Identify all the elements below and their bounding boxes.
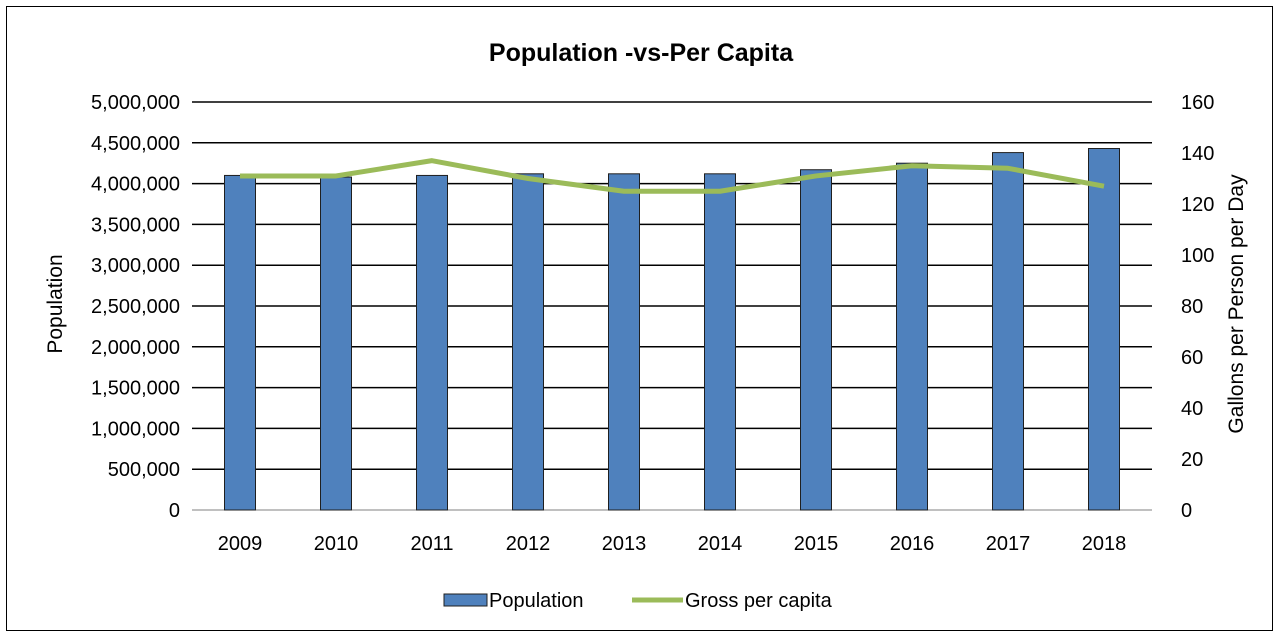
bar-population-2017 (992, 152, 1024, 511)
x-tick-label: 2014 (698, 533, 743, 555)
bar-population-2018 (1088, 148, 1120, 511)
right-tick-label: 100 (1181, 245, 1214, 267)
per-capita-line-layer (240, 158, 1105, 194)
x-tick-label: 2010 (314, 533, 359, 555)
right-tick-label: 0 (1181, 500, 1192, 522)
bar-population-2012 (512, 173, 544, 511)
bar-population-2014 (704, 173, 736, 511)
x-tick-label: 2017 (986, 533, 1031, 555)
left-axis-ticks: 0 500,000 1,000,000 1,500,000 2,000,000 2,500… (91, 92, 180, 522)
left-tick-label: 3,500,000 (91, 214, 180, 236)
left-tick-label: 5,000,000 (91, 92, 180, 114)
left-tick-label: 2,500,000 (91, 296, 180, 318)
left-tick-label: 1,000,000 (91, 418, 180, 440)
left-tick-label: 4,000,000 (91, 174, 180, 196)
bar-population-2010 (320, 176, 352, 511)
left-tick-label: 3,000,000 (91, 255, 180, 277)
left-tick-label: 0 (169, 500, 180, 522)
left-axis-title: Population (44, 254, 67, 353)
bar-population-2013 (608, 173, 640, 511)
bar-population-2009 (224, 174, 256, 511)
left-tick-label: 500,000 (108, 459, 180, 481)
right-tick-label: 160 (1181, 92, 1214, 114)
right-axis-ticks: 0 20 40 60 80 100 120 140 160 (1181, 92, 1214, 522)
x-tick-label: 2016 (890, 533, 935, 555)
x-axis-ticks: 2009 2010 2011 2012 2013 2014 2015 2016 2017 2018 (218, 533, 1127, 555)
chart-title: Population -vs-Per Capita (489, 39, 794, 67)
bar-population-2016 (896, 162, 928, 511)
legend-swatch-population (443, 593, 488, 607)
right-tick-label: 20 (1181, 449, 1203, 471)
combo-chart: Population -vs-Per Capita 0 500,000 1,000,… (44, 39, 1248, 612)
population-bars (224, 148, 1120, 511)
right-axis-title: Gallons per Person per Day (1225, 174, 1248, 434)
x-tick-label: 2015 (794, 533, 839, 555)
chart-frame: Population -vs-Per Capita 0 500,000 1,000,… (6, 6, 1273, 631)
right-tick-label: 80 (1181, 296, 1203, 318)
right-tick-label: 40 (1181, 398, 1203, 420)
legend-label-gross-per-capita: Gross per capita (685, 590, 833, 612)
left-tick-label: 1,500,000 (91, 378, 180, 400)
x-tick-label: 2012 (506, 533, 551, 555)
x-tick-label: 2018 (1082, 533, 1127, 555)
right-tick-label: 120 (1181, 194, 1214, 216)
x-tick-label: 2013 (602, 533, 647, 555)
left-tick-label: 2,000,000 (91, 337, 180, 359)
bar-population-2011 (416, 174, 448, 511)
bar-population-2015 (800, 169, 832, 511)
x-tick-label: 2009 (218, 533, 263, 555)
right-tick-label: 60 (1181, 347, 1203, 369)
left-tick-label: 4,500,000 (91, 133, 180, 155)
legend-label-population: Population (489, 590, 584, 612)
right-tick-label: 140 (1181, 143, 1214, 165)
x-tick-label: 2011 (410, 533, 453, 555)
legend: Population Gross per capita (443, 590, 833, 612)
line-gross-per-capita (240, 158, 1105, 194)
